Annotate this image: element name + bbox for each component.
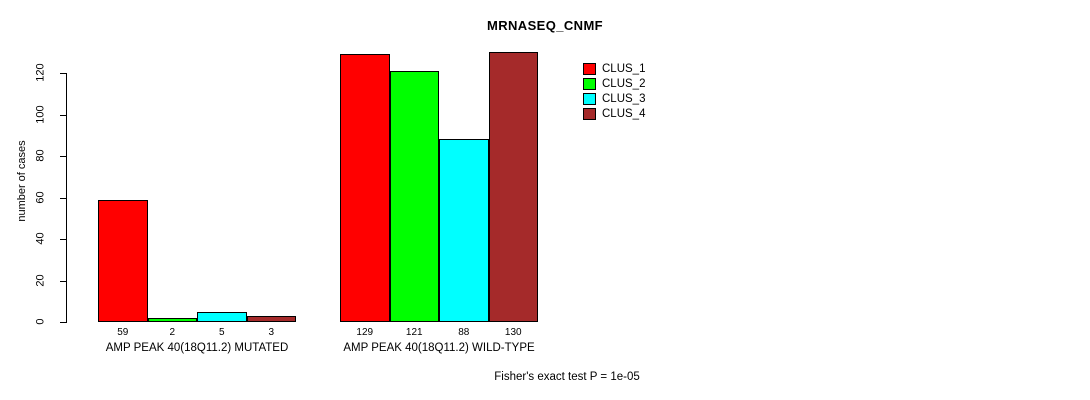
y-tick-mark xyxy=(60,197,66,199)
y-tick-label: 60 xyxy=(34,190,47,204)
legend-item-clus_4: CLUS_4 xyxy=(583,106,645,121)
bar-value-label: 59 xyxy=(117,327,129,338)
x-axis-group-label: AMP PEAK 40(18Q11.2) MUTATED xyxy=(105,342,289,354)
y-tick-label: 80 xyxy=(34,149,47,162)
y-tick-label-wrapper: 20 xyxy=(28,274,54,287)
y-tick-label-wrapper: 40 xyxy=(28,232,54,245)
legend-label: CLUS_1 xyxy=(602,62,646,75)
y-tick-mark xyxy=(60,156,66,157)
legend-item-clus_3: CLUS_3 xyxy=(583,91,645,106)
bar-value-label: 5 xyxy=(218,327,225,338)
bar-clus_3-group2 xyxy=(439,139,489,322)
legend-swatch-clus_4 xyxy=(583,107,596,120)
y-tick-label-wrapper: 100 xyxy=(28,105,54,123)
bar-value-label: 2 xyxy=(169,327,176,338)
bar-clus_1-group1 xyxy=(98,199,148,322)
y-tick-label-wrapper: 120 xyxy=(28,63,54,81)
bar-clus_4-group1 xyxy=(246,315,296,322)
y-tick-label-wrapper: 80 xyxy=(28,149,54,162)
y-tick-mark xyxy=(60,322,66,323)
legend-label: CLUS_3 xyxy=(602,92,646,105)
legend-swatch-clus_3 xyxy=(583,92,596,105)
bar-clus_3-group1 xyxy=(197,311,247,322)
y-tick-mark xyxy=(60,280,66,282)
bar-clus_1-group2 xyxy=(340,54,390,322)
y-axis-title: number of cases xyxy=(16,140,28,222)
y-axis-line xyxy=(66,73,67,323)
y-tick-mark xyxy=(60,239,66,240)
bar-value-label: 88 xyxy=(458,327,470,338)
bar-clus_2-group1 xyxy=(147,317,197,322)
legend-label: CLUS_2 xyxy=(602,77,646,90)
legend-item-clus_1: CLUS_1 xyxy=(583,61,645,76)
bar-value-label: 130 xyxy=(504,327,522,338)
legend-label: CLUS_4 xyxy=(602,107,646,120)
chart-title: MRNASEQ_CNMF xyxy=(486,18,604,33)
y-tick-label-wrapper: 0 xyxy=(28,316,54,328)
y-tick-label: 100 xyxy=(34,104,47,124)
legend-swatch-clus_2 xyxy=(583,77,596,90)
y-tick-mark xyxy=(60,73,66,74)
bar-clus_4-group2 xyxy=(488,52,538,322)
legend-item-clus_2: CLUS_2 xyxy=(583,76,645,91)
bar-clus_2-group2 xyxy=(389,70,439,322)
legend-swatch-clus_1 xyxy=(583,62,596,75)
x-axis-group-label: AMP PEAK 40(18Q11.2) WILD-TYPE xyxy=(343,342,535,354)
y-tick-label-wrapper: 60 xyxy=(28,191,54,204)
bar-value-label: 3 xyxy=(268,327,275,338)
y-tick-mark xyxy=(60,114,66,116)
y-tick-label: 120 xyxy=(34,63,47,82)
bar-value-label: 121 xyxy=(405,327,423,338)
y-tick-label: 40 xyxy=(34,232,47,245)
bar-value-label: 129 xyxy=(356,327,374,338)
y-tick-label: 20 xyxy=(34,273,47,287)
y-tick-label: 0 xyxy=(34,318,47,325)
chart-legend: CLUS_1 CLUS_2 CLUS_3 CLUS_4 xyxy=(583,61,645,121)
footnote: Fisher's exact test P = 1e-05 xyxy=(0,371,1090,383)
footnote-text: Fisher's exact test P = 1e-05 xyxy=(494,371,640,383)
